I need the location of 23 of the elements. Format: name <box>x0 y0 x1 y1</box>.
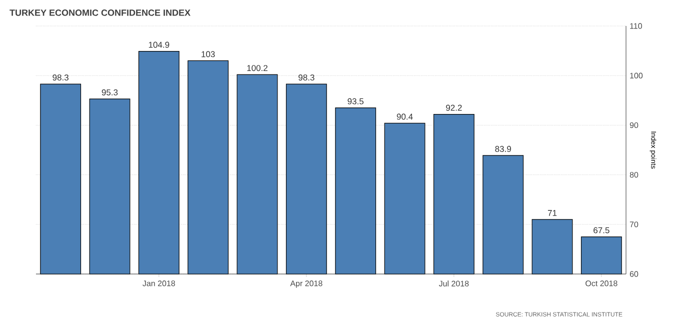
data-label: 92.2 <box>446 104 462 111</box>
y-tick-label: 100 <box>630 72 643 78</box>
data-label: 95.3 <box>102 89 118 96</box>
x-tick-label: Jan 2018 <box>142 280 176 286</box>
y-tick-label: 110 <box>630 23 642 29</box>
chart-title: TURKEY ECONOMIC CONFIDENCE INDEX <box>10 10 190 16</box>
y-tick-label: 90 <box>630 122 638 128</box>
x-tick-label: Oct 2018 <box>586 280 618 286</box>
x-tick-label: Apr 2018 <box>290 280 322 288</box>
x-tick-label: Jul 2018 <box>438 280 469 286</box>
y-tick-label: 70 <box>630 222 638 228</box>
data-label: 98.3 <box>52 74 68 80</box>
data-label: 100.2 <box>247 65 268 72</box>
data-label: 98.3 <box>298 74 314 80</box>
data-label: 67.5 <box>594 227 610 234</box>
y-tick-label: 80 <box>630 172 638 178</box>
data-label: 71 <box>548 210 557 216</box>
data-label: 104.9 <box>148 42 170 48</box>
y-tick-label: 60 <box>630 271 638 277</box>
data-label: 90.4 <box>396 114 413 120</box>
data-label: 93.5 <box>348 98 364 104</box>
data-label: 103 <box>202 51 215 58</box>
data-label: 83.9 <box>495 146 511 152</box>
